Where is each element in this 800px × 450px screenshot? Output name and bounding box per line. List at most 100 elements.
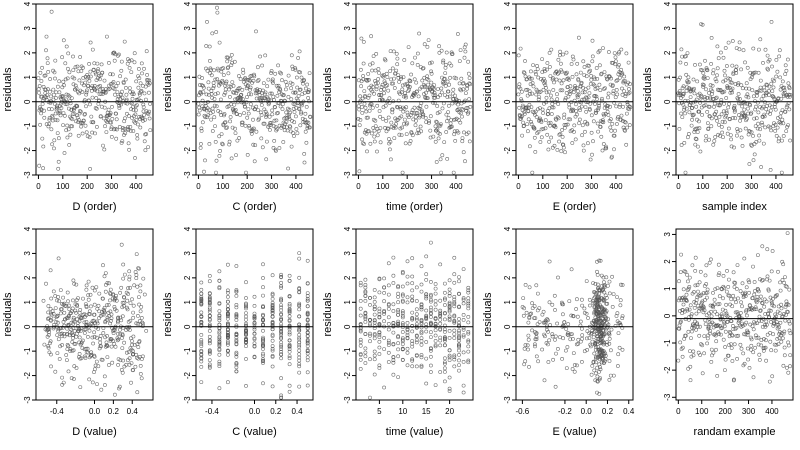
y-tick-label: 3	[183, 26, 192, 31]
data-point	[234, 305, 239, 310]
data-point	[116, 316, 120, 321]
x-tick-label: 0	[676, 182, 681, 191]
data-point	[139, 61, 144, 66]
data-point	[391, 302, 396, 307]
data-point	[201, 84, 206, 88]
data-point	[293, 114, 298, 119]
data-point	[98, 340, 103, 345]
data-point	[751, 94, 756, 99]
data-point	[598, 63, 602, 68]
y-tick-label: -2	[183, 146, 192, 154]
data-point	[419, 336, 424, 341]
y-tick-label: -2	[23, 146, 32, 154]
data-point	[207, 299, 212, 304]
data-point	[752, 307, 757, 312]
data-point	[123, 116, 127, 121]
data-point	[241, 70, 246, 75]
y-tick-label: -2	[503, 146, 512, 154]
data-point	[786, 81, 791, 86]
data-point	[434, 160, 439, 164]
data-point	[209, 92, 214, 96]
data-point	[757, 318, 762, 323]
data-point	[704, 263, 709, 268]
data-point	[456, 102, 461, 107]
data-point	[44, 34, 49, 39]
data-point	[84, 346, 89, 351]
data-point	[702, 95, 707, 100]
data-point	[377, 312, 382, 317]
data-point	[230, 125, 235, 130]
data-point	[207, 364, 212, 369]
x-tick-label: 100	[695, 407, 709, 416]
data-point	[771, 323, 776, 328]
data-point	[444, 50, 449, 55]
data-point	[95, 61, 100, 66]
data-point	[217, 301, 222, 306]
data-point	[53, 76, 57, 81]
data-point	[418, 124, 423, 129]
data-point	[419, 364, 424, 369]
data-point	[131, 92, 136, 97]
data-point	[217, 153, 222, 158]
data-point	[83, 314, 88, 319]
data-point	[785, 231, 790, 236]
data-point	[624, 51, 629, 56]
data-point	[544, 341, 549, 345]
data-point	[147, 81, 152, 86]
data-point	[106, 107, 111, 112]
data-point	[747, 86, 752, 91]
data-point	[64, 92, 69, 97]
data-point	[456, 130, 461, 135]
y-tick-label: -3	[663, 171, 672, 179]
data-point	[610, 154, 614, 159]
data-point	[577, 35, 581, 40]
data-point	[112, 341, 117, 346]
data-point	[553, 308, 557, 312]
data-point	[547, 51, 552, 55]
data-point	[96, 67, 101, 72]
data-point	[244, 302, 248, 307]
data-point	[771, 321, 776, 326]
data-point	[578, 117, 582, 122]
data-point	[287, 338, 292, 343]
data-point	[715, 44, 720, 49]
data-point	[40, 65, 45, 70]
data-point	[461, 333, 466, 338]
data-point	[781, 262, 786, 267]
data-point	[75, 302, 79, 307]
data-point	[716, 132, 721, 137]
data-point	[567, 77, 571, 82]
data-point	[117, 386, 121, 391]
x-tick-label: 0.2	[270, 407, 282, 416]
data-point	[270, 384, 275, 389]
data-point	[199, 297, 204, 302]
data-point	[87, 62, 92, 66]
data-point	[43, 91, 48, 96]
data-point	[121, 262, 126, 267]
x-axis-title: time (order)	[386, 201, 443, 213]
data-point	[735, 133, 739, 138]
data-point	[616, 115, 621, 119]
data-point	[74, 86, 79, 91]
data-point	[231, 84, 236, 88]
data-point	[405, 327, 410, 331]
data-point	[726, 353, 731, 358]
data-point	[117, 125, 122, 129]
data-point	[609, 76, 614, 81]
data-point	[275, 111, 280, 115]
data-point	[376, 129, 381, 134]
data-point	[89, 120, 94, 125]
data-point	[217, 337, 222, 342]
data-point	[527, 102, 532, 107]
data-point	[615, 319, 620, 324]
data-point	[607, 279, 612, 284]
data-point	[680, 354, 685, 359]
data-point	[382, 91, 386, 96]
data-point	[221, 66, 226, 71]
data-point	[567, 299, 572, 304]
data-point	[606, 283, 610, 288]
data-point	[731, 106, 736, 111]
data-point	[617, 75, 622, 80]
data-point	[225, 262, 230, 267]
